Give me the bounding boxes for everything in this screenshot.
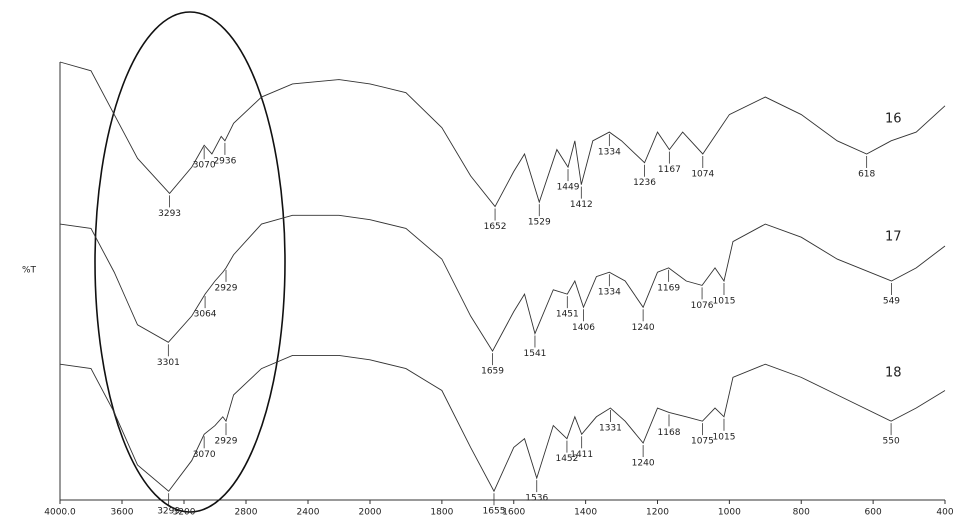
peak-label: 3293 (158, 209, 181, 219)
peak-label: 1075 (691, 437, 714, 447)
peak-label: 1652 (484, 222, 507, 232)
peak-label: 2929 (215, 437, 238, 447)
series-name: 16 (885, 111, 902, 126)
peak-label: 3070 (193, 450, 216, 460)
peak-label: 549 (883, 297, 900, 307)
peak-label: 1236 (633, 178, 656, 188)
peak-label: 3064 (194, 310, 217, 320)
x-tick-label: 2400 (297, 508, 320, 518)
peak-label: 1655 (483, 507, 506, 517)
peak-label: 1331 (599, 424, 622, 434)
peak-label: 1168 (658, 428, 681, 438)
peak-label: 1167 (658, 165, 681, 175)
series-name: 17 (885, 230, 902, 245)
peak-label: 1074 (691, 169, 714, 179)
peak-label: 1659 (481, 367, 504, 377)
x-tick-label: 600 (865, 508, 882, 518)
peak-label: 618 (858, 169, 875, 179)
peak-label: 1015 (713, 297, 736, 307)
spectrum-line (59, 214, 946, 352)
peak-label: 1406 (572, 323, 595, 333)
x-tick-label: 2800 (235, 508, 258, 518)
peak-label: 1449 (557, 183, 580, 193)
x-tick-label: 1600 (502, 508, 525, 518)
peak-label: 1411 (570, 450, 593, 460)
peak-label: 1015 (713, 432, 736, 442)
spectrum-line (59, 61, 946, 208)
x-tick-label: 400 (936, 508, 953, 518)
peak-label: 1240 (632, 459, 655, 469)
peak-label: 1451 (556, 310, 579, 320)
x-tick-label: 1800 (430, 508, 453, 518)
peak-label: 1334 (598, 148, 621, 158)
peak-label: 3070 (193, 161, 216, 171)
x-tick-label: 800 (793, 508, 810, 518)
peak-label: 1541 (524, 349, 547, 359)
x-tick-label: 3600 (111, 508, 134, 518)
peak-label: 1334 (598, 288, 621, 298)
y-axis-label: %T (22, 266, 37, 276)
x-tick-label: 1200 (646, 508, 669, 518)
peak-label: 1536 (525, 494, 548, 504)
peak-label: 1240 (632, 323, 655, 333)
peak-label: 1076 (691, 301, 714, 311)
peak-label: 2929 (215, 283, 238, 293)
x-tick-label: 1400 (574, 508, 597, 518)
peak-label: 1452 (555, 454, 578, 464)
x-tick-label: 1000 (718, 508, 741, 518)
peak-label: 1412 (570, 200, 593, 210)
peak-label: 550 (883, 437, 900, 447)
series-name: 18 (885, 365, 902, 380)
peak-label: 1169 (657, 283, 680, 293)
x-tick-label: 2000 (359, 508, 382, 518)
x-tick-label: 3200 (173, 508, 196, 518)
peak-label: 1529 (528, 218, 551, 228)
peak-label: 3299 (157, 507, 180, 517)
highlight-ellipse (94, 11, 286, 513)
x-tick-label: 4000.0 (44, 508, 76, 518)
spectrum-line (59, 355, 946, 493)
peak-label: 3301 (157, 358, 180, 368)
peak-label: 2936 (213, 156, 236, 166)
